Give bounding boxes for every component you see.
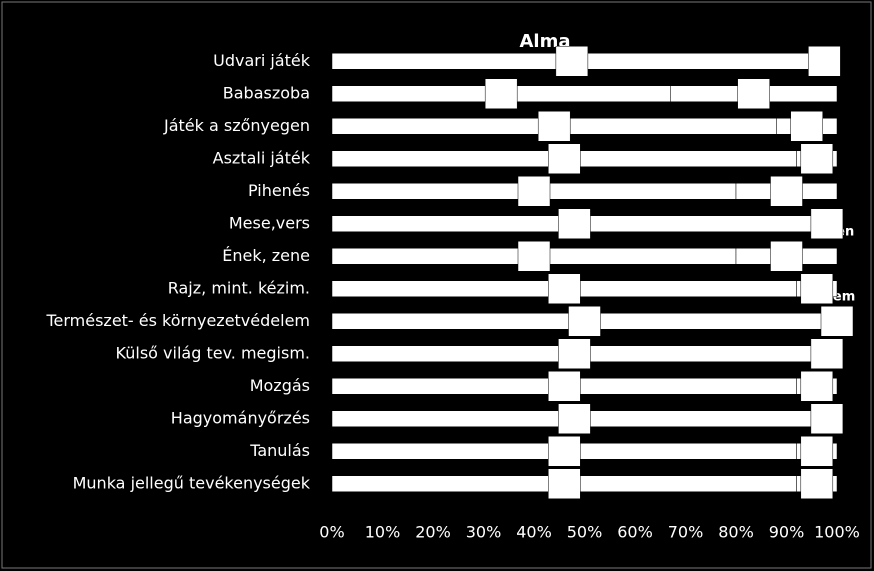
x-tick-label: 100% (814, 523, 860, 542)
y-tick-label: Természet- és környezetvédelem (45, 311, 310, 330)
x-tick-label: 30% (466, 523, 502, 542)
y-tick-label: Munka jellegű tevékenységek (73, 473, 311, 492)
data-label-box (548, 273, 581, 304)
x-tick-label: 90% (769, 523, 805, 542)
data-label-box (548, 436, 581, 467)
data-label-box (800, 273, 834, 304)
y-tick-label: Külső világ tev. megism. (116, 343, 310, 362)
y-tick-label: Tanulás (249, 441, 310, 460)
x-tick-label: 70% (668, 523, 704, 542)
x-tick-label: 0% (319, 523, 344, 542)
data-label-box (537, 111, 571, 142)
y-tick-label: Babaszoba (223, 83, 310, 102)
data-label-box (568, 306, 601, 337)
data-label-box (770, 176, 803, 207)
data-label-box (484, 78, 518, 109)
data-label-box (548, 143, 581, 174)
data-label-box (810, 338, 844, 369)
data-label-box (548, 468, 581, 499)
data-label-box (800, 143, 834, 174)
data-label-box (517, 176, 551, 207)
x-tick-label: 50% (567, 523, 603, 542)
data-label-box (548, 371, 581, 402)
y-tick-label: Hagyományőrzés (171, 408, 310, 427)
y-tick-label: Mese,vers (229, 213, 310, 232)
data-label-box (517, 241, 551, 272)
y-tick-label: Játék a szőnyegen (163, 116, 310, 135)
data-label-box (558, 208, 591, 239)
x-tick-label: 80% (718, 523, 754, 542)
x-tick-label: 10% (365, 523, 401, 542)
data-label-box (555, 46, 589, 77)
x-tick-label: 60% (617, 523, 653, 542)
data-label-box (800, 371, 834, 402)
data-label-box (810, 208, 844, 239)
y-tick-label: Asztali játék (213, 148, 311, 167)
y-tick-label: Mozgás (250, 376, 310, 395)
data-label-box (800, 468, 834, 499)
data-label-box (737, 78, 770, 109)
data-label-box (810, 403, 844, 434)
data-label-box (558, 403, 591, 434)
y-tick-label: Udvari játék (213, 51, 311, 70)
data-label-box (790, 111, 823, 142)
data-label-box (770, 241, 803, 272)
x-tick-label: 20% (415, 523, 451, 542)
data-label-box (820, 306, 854, 337)
y-tick-label: Ének, zene (222, 246, 310, 265)
data-label-box (558, 338, 591, 369)
y-tick-label: Rajz, mint. kézim. (168, 278, 310, 297)
y-tick-label: Pihenés (248, 181, 310, 200)
x-tick-label: 40% (516, 523, 552, 542)
data-label-box (808, 46, 841, 77)
data-label-box (800, 436, 834, 467)
